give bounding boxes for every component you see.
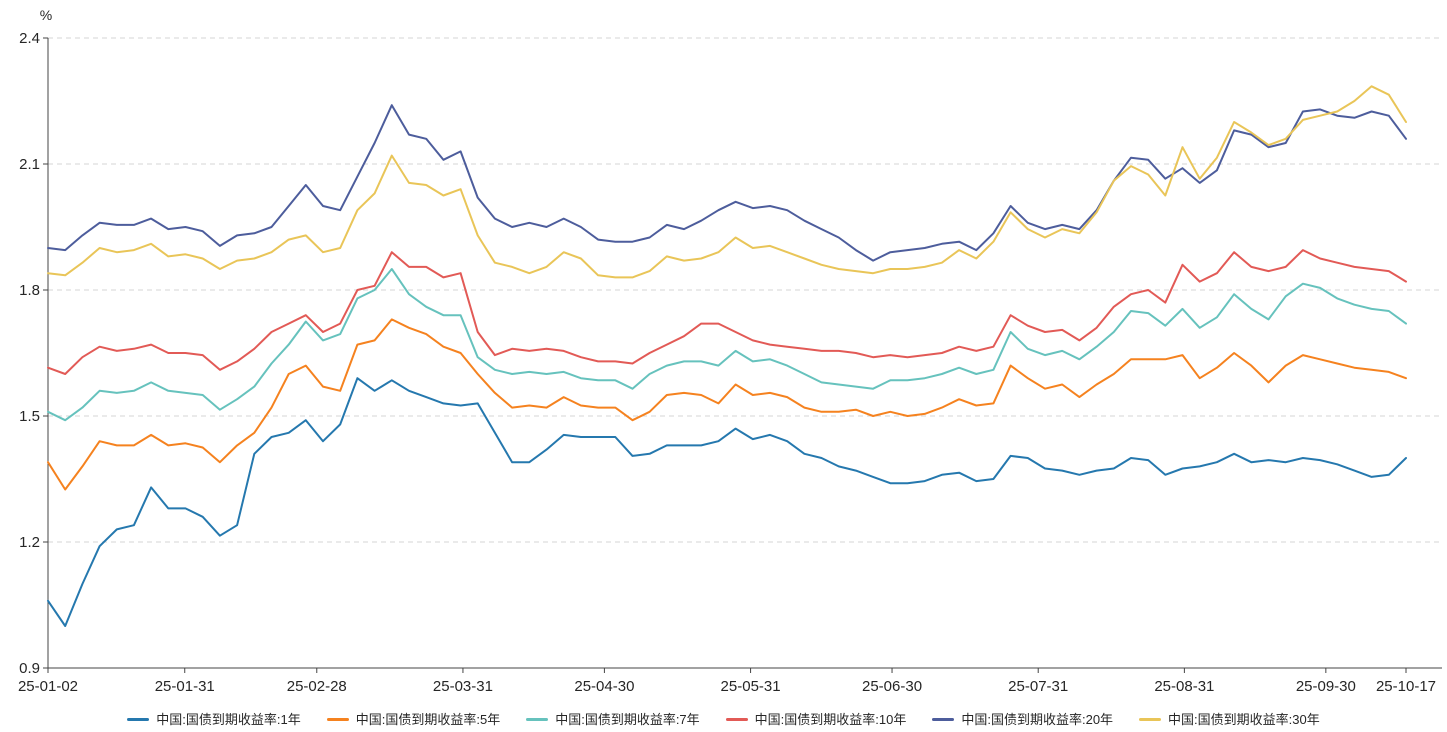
x-tick-label: 25-06-30: [862, 678, 922, 695]
chart-legend: 中国:国债到期收益率:1年 中国:国债到期收益率:5年 中国:国债到期收益率:7年 中…: [0, 713, 1447, 726]
series-line-4: [47, 104, 1407, 262]
x-tick-label: 25-09-30: [1296, 678, 1356, 695]
legend-line-swatch-icon: [725, 718, 748, 721]
x-tick-label: 25-05-31: [721, 678, 781, 695]
series-line-3: [47, 249, 1407, 375]
legend-item-label: 中国:国债到期收益率:30年: [1168, 712, 1320, 727]
y-tick-label: 2.4: [19, 30, 40, 47]
x-tick-label: 25-01-31: [155, 678, 215, 695]
y-tick-label: 0.9: [19, 660, 40, 677]
y-tick-label: 2.1: [19, 156, 40, 173]
x-tick-label: 25-08-31: [1154, 678, 1214, 695]
legend-line-swatch-icon: [127, 718, 150, 721]
series-line-0: [47, 377, 1407, 627]
x-tick-label: 25-04-30: [574, 678, 634, 695]
y-tick-label: 1.8: [19, 282, 40, 299]
legend-item-2[interactable]: 中国:国债到期收益率:7年: [526, 712, 700, 727]
series-line-2: [47, 268, 1407, 422]
legend-item-1[interactable]: 中国:国债到期收益率:5年: [326, 712, 501, 727]
legend-item-label: 中国:国债到期收益率:20年: [961, 712, 1114, 727]
legend-item-3[interactable]: 中国:国债到期收益率:10年: [725, 712, 907, 727]
legend-item-label: 中国:国债到期收益率:1年: [156, 712, 301, 727]
y-axis-unit-label: %: [40, 7, 52, 23]
legend-line-swatch-icon: [326, 718, 349, 721]
legend-item-label: 中国:国债到期收益率:7年: [555, 712, 700, 727]
x-tick-label: 25-03-31: [433, 678, 493, 695]
x-tick-label: 25-01-02: [18, 678, 78, 695]
x-tick-label: 25-07-31: [1008, 678, 1068, 695]
legend-line-swatch-icon: [932, 718, 955, 721]
y-tick-label: 1.2: [19, 534, 40, 551]
legend-item-4[interactable]: 中国:国债到期收益率:20年: [932, 713, 1113, 726]
legend-item-0[interactable]: 中国:国债到期收益率:1年: [127, 712, 301, 727]
series-line-5: [47, 85, 1407, 279]
legend-item-5[interactable]: 中国:国债到期收益率:30年: [1139, 713, 1320, 726]
x-tick-label: 25-02-28: [287, 678, 347, 695]
x-tick-label: 25-10-17: [1376, 678, 1436, 695]
legend-line-swatch-icon: [526, 718, 549, 721]
legend-item-label: 中国:国债到期收益率:5年: [355, 712, 501, 727]
legend-item-label: 中国:国债到期收益率:10年: [754, 712, 907, 727]
y-tick-label: 1.5: [19, 408, 40, 425]
legend-line-swatch-icon: [1139, 718, 1162, 721]
series-line-1: [47, 318, 1407, 491]
